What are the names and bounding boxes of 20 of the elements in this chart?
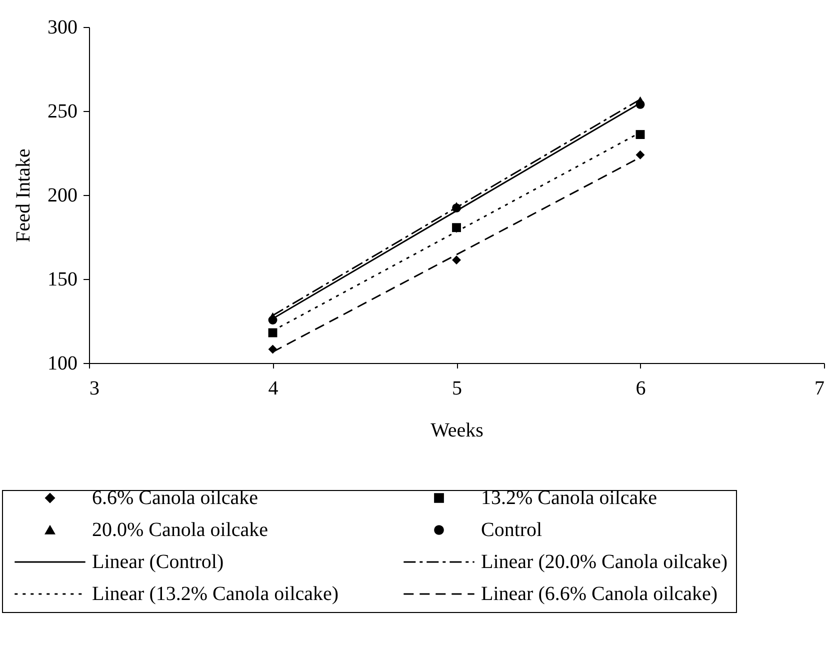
legend-label: Linear (Control) [92,551,224,573]
y-tick-label: 250 [48,100,78,122]
legend-label: 13.2% Canola oilcake [481,487,658,509]
x-tick-label: 4 [268,378,278,400]
y-axis-title: Feed Intake [12,148,34,242]
x-tick-label: 3 [90,378,100,400]
y-tick-label: 150 [48,268,78,290]
y-tick-label: 100 [48,352,78,374]
x-axis-title: Weeks [430,420,484,442]
x-tick-label: 5 [452,378,462,400]
y-tick-label: 300 [48,16,78,38]
x-tick-label: 6 [636,378,646,400]
legend-label: Linear (13.2% Canola oilcake) [92,583,339,605]
legend-label: Linear (6.6% Canola oilcake) [481,583,718,605]
x-tick-label: 7 [814,378,824,400]
y-tick-label: 200 [48,184,78,206]
legend-label: 20.0% Canola oilcake [92,519,268,541]
legend-label: Linear (20.0% Canola oilcake) [481,551,728,573]
legend-label: 6.6% Canola oilcake [92,487,258,509]
legend-label: Control [481,519,543,541]
